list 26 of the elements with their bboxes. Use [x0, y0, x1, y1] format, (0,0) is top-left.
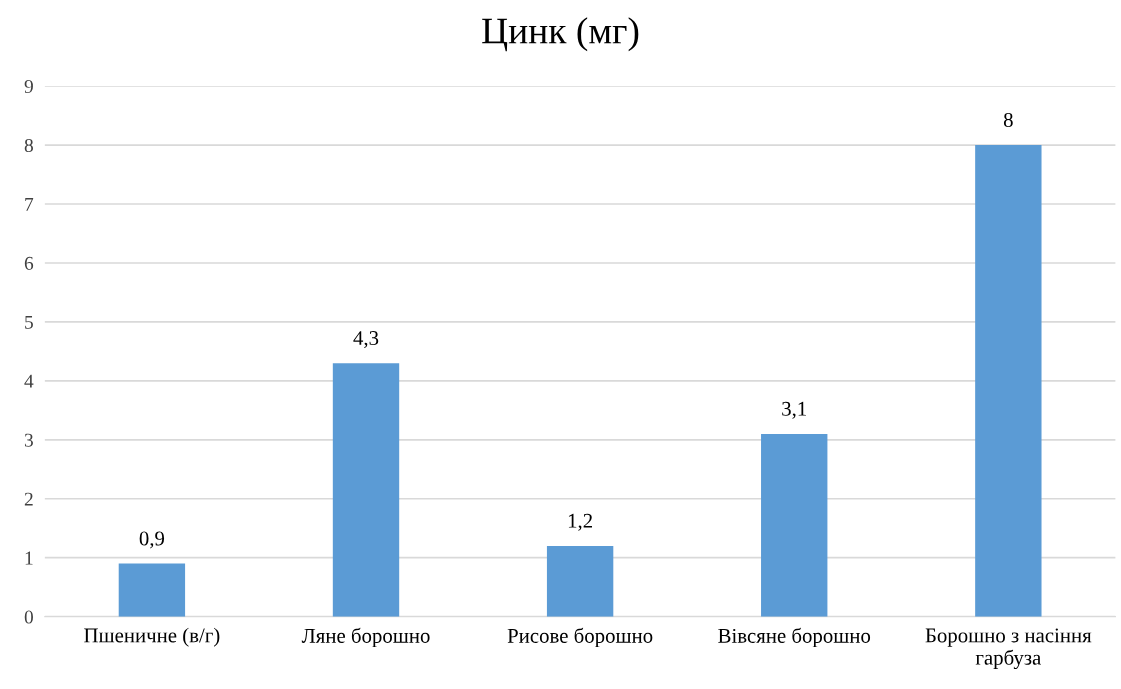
y-tick-label: 1	[25, 551, 33, 565]
y-tick-label: 9	[24, 80, 33, 94]
x-tick-label: Ляне борошно	[301, 627, 430, 648]
y-tick-label: 5	[25, 315, 33, 329]
x-tick-label: Борошно з насіння гарбуза	[925, 628, 1092, 670]
bar	[761, 433, 828, 617]
chart-title: Цинк (мг)	[482, 17, 639, 52]
data-label: 8	[1003, 112, 1013, 127]
y-tick-label: 8	[24, 138, 33, 153]
x-tick-label: Рисове борошно	[507, 627, 653, 648]
data-label: 1,2	[568, 513, 592, 531]
y-tick-label: 6	[24, 256, 34, 270]
y-tick-label: 4	[24, 374, 34, 388]
y-tick-label: 0	[24, 610, 33, 624]
y-tick-label: 3	[24, 433, 33, 447]
data-label: 0,9	[139, 531, 165, 549]
bar	[332, 363, 400, 617]
bar	[546, 545, 614, 617]
data-label: 3,1	[782, 401, 806, 419]
y-tick-label: 7	[25, 198, 34, 211]
y-tick-label: 2	[24, 492, 33, 506]
bar	[118, 563, 186, 617]
x-tick-label: Вівсяне борошно	[718, 627, 871, 648]
x-tick-label: Пшеничне (в/г)	[84, 627, 220, 647]
bar	[975, 145, 1042, 617]
data-label: 4,3	[353, 331, 379, 349]
